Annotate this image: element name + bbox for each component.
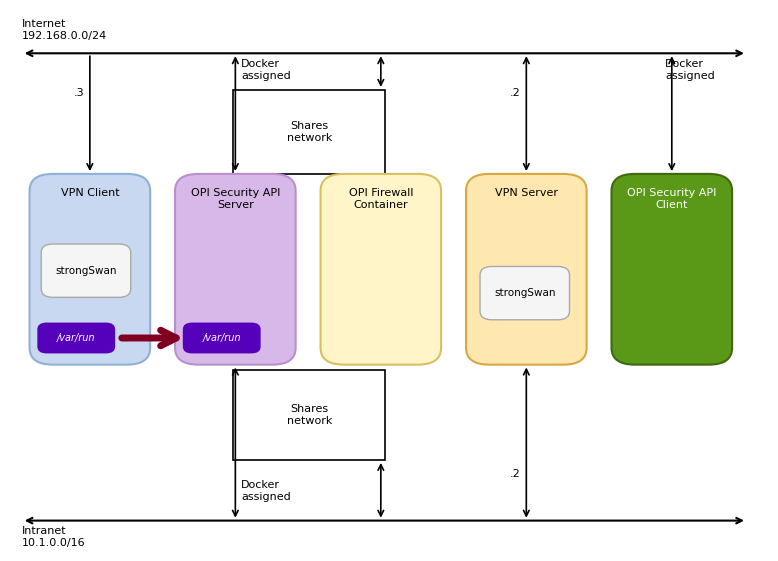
Text: OPI Security API
Server: OPI Security API Server — [191, 188, 280, 210]
Text: OPI Firewall
Container: OPI Firewall Container — [349, 188, 413, 210]
Bar — [233, 90, 385, 174]
Text: Docker
assigned: Docker assigned — [665, 59, 715, 81]
Text: Docker
assigned: Docker assigned — [241, 59, 291, 81]
FancyBboxPatch shape — [612, 174, 732, 365]
Text: .3: .3 — [74, 88, 85, 98]
FancyBboxPatch shape — [480, 266, 569, 320]
Text: strongSwan: strongSwan — [494, 288, 555, 298]
Text: OPI Security API
Client: OPI Security API Client — [627, 188, 717, 210]
FancyBboxPatch shape — [30, 174, 150, 365]
Text: strongSwan: strongSwan — [55, 266, 117, 275]
Text: Docker
assigned: Docker assigned — [241, 480, 291, 502]
Text: /var/run: /var/run — [202, 333, 241, 343]
Text: VPN Server: VPN Server — [495, 188, 558, 198]
Text: Intranet
10.1.0.0/16: Intranet 10.1.0.0/16 — [22, 526, 86, 548]
FancyBboxPatch shape — [41, 244, 131, 297]
Text: .2: .2 — [510, 469, 520, 479]
Text: /var/run: /var/run — [57, 333, 96, 343]
Text: .2: .2 — [510, 88, 520, 98]
Text: Shares
network: Shares network — [286, 404, 332, 426]
FancyBboxPatch shape — [175, 174, 296, 365]
Text: Shares
network: Shares network — [286, 121, 332, 142]
FancyBboxPatch shape — [466, 174, 587, 365]
Text: Internet
192.168.0.0/24: Internet 192.168.0.0/24 — [22, 19, 107, 41]
Text: VPN Client: VPN Client — [61, 188, 119, 198]
FancyBboxPatch shape — [37, 323, 115, 353]
FancyBboxPatch shape — [183, 323, 261, 353]
Bar — [233, 370, 385, 460]
FancyBboxPatch shape — [321, 174, 441, 365]
